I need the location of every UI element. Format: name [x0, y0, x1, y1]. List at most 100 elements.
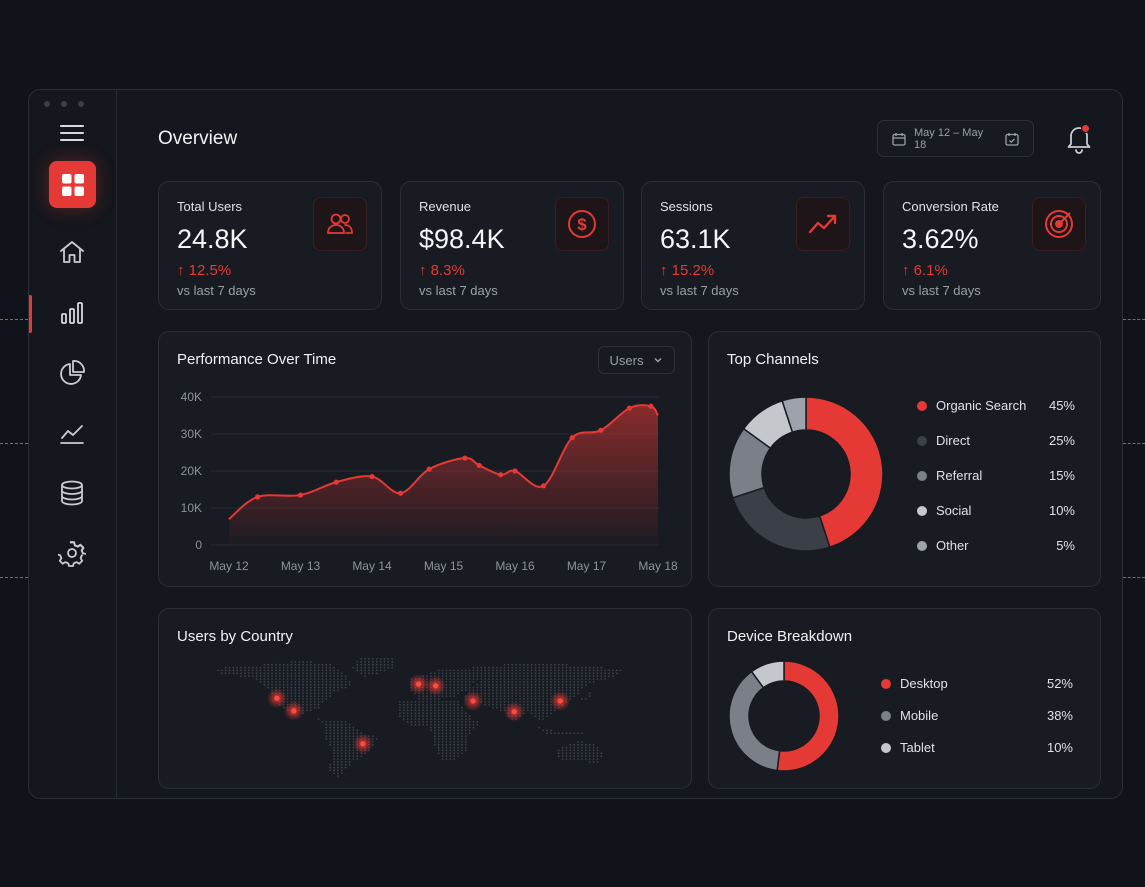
data-point[interactable] [648, 403, 654, 409]
map-dot [430, 718, 432, 720]
data-point[interactable] [569, 435, 575, 441]
data-point[interactable] [541, 483, 547, 489]
donut-slice[interactable] [776, 660, 840, 772]
window-dot[interactable] [61, 101, 67, 107]
menu-icon[interactable] [55, 116, 89, 150]
map-dot [333, 683, 335, 686]
home-icon[interactable] [55, 235, 89, 269]
map-dot [445, 701, 448, 703]
legend-item[interactable]: Social [917, 503, 971, 518]
hotspot-middle-east[interactable] [470, 698, 476, 704]
donut-slice[interactable] [781, 396, 807, 434]
map-dot [445, 735, 448, 737]
data-point[interactable] [498, 472, 504, 478]
map-dot [565, 678, 568, 680]
map-dot [391, 666, 394, 669]
map-dot [573, 749, 576, 752]
data-point[interactable] [255, 494, 261, 500]
map-dot [383, 669, 386, 672]
hotspot-brazil[interactable] [360, 741, 366, 747]
guide-dash-right-1 [1123, 319, 1145, 320]
hotspot-china[interactable] [557, 698, 563, 704]
map-dot [337, 672, 339, 675]
date-range-picker[interactable]: May 12 – May 18 [877, 120, 1034, 157]
dashboard-button[interactable] [49, 161, 96, 208]
map-dot [352, 738, 355, 740]
data-point[interactable] [626, 405, 632, 411]
map-dot [445, 706, 448, 709]
bar-chart-icon[interactable] [55, 296, 89, 330]
map-dot [592, 675, 595, 677]
map-dot [379, 661, 382, 663]
hotspot-uk[interactable] [415, 681, 422, 687]
stat-card-sessions[interactable]: Sessions 63.1K ↑ 15.2% vs last 7 days [641, 181, 865, 310]
map-dot [449, 741, 452, 743]
map-dot [484, 669, 486, 672]
map-dot [306, 695, 308, 697]
data-point[interactable] [426, 466, 432, 472]
window-dot[interactable] [44, 101, 50, 107]
stat-card-conversion-rate[interactable]: Conversion Rate 3.62% ↑ 6.1% vs last 7 d… [883, 181, 1101, 310]
map-dot [329, 741, 332, 743]
data-point[interactable] [333, 479, 339, 485]
map-dot [402, 712, 405, 715]
legend-item[interactable]: Organic Search [917, 398, 1026, 413]
legend-item[interactable]: Referral [917, 468, 982, 483]
map-dot [321, 666, 324, 669]
map-dot [534, 703, 537, 706]
donut-slice[interactable] [750, 660, 785, 689]
map-dot [546, 706, 548, 709]
map-dot [592, 758, 595, 760]
legend-item[interactable]: Other [917, 538, 969, 553]
map-dot [313, 672, 316, 675]
map-dot [588, 672, 591, 675]
data-point[interactable] [462, 455, 468, 461]
data-point[interactable] [512, 468, 518, 474]
hotspot-mexico[interactable] [291, 708, 297, 714]
map-dot [542, 678, 545, 680]
pie-chart-icon[interactable] [55, 356, 89, 390]
stat-card-revenue[interactable]: Revenue $98.4K ↑ 8.3% vs last 7 days $ [400, 181, 624, 310]
map-dot [422, 701, 425, 703]
legend-item[interactable]: Mobile [881, 708, 938, 723]
hotspot-north-america-west[interactable] [274, 695, 280, 701]
donut-slice[interactable] [728, 670, 781, 772]
map-dot [565, 758, 568, 760]
map-dot [298, 669, 301, 672]
data-point[interactable] [369, 473, 375, 480]
map-dot [441, 715, 444, 717]
legend-item[interactable]: Tablet [881, 740, 935, 755]
map-dot [530, 706, 533, 709]
map-dot [449, 672, 452, 675]
map-dot [534, 698, 537, 700]
settings-gear-icon[interactable] [55, 536, 89, 570]
legend-item[interactable]: Direct [917, 433, 970, 448]
map-dot [565, 669, 568, 672]
stat-card-total-users[interactable]: Total Users 24.8K ↑ 12.5% vs last 7 days [158, 181, 382, 310]
map-dot [457, 738, 459, 740]
hotspot-india[interactable] [511, 709, 517, 715]
legend-item[interactable]: Desktop [881, 676, 948, 691]
map-dot [449, 706, 452, 709]
data-point[interactable] [297, 492, 304, 498]
data-point[interactable] [398, 490, 404, 496]
hotspot-central-europe[interactable] [432, 683, 439, 689]
map-dot [437, 749, 440, 752]
window-dot[interactable] [78, 101, 84, 107]
map-dot [352, 755, 355, 757]
data-point[interactable] [598, 427, 604, 433]
map-dot [275, 678, 277, 680]
map-dot [526, 703, 529, 706]
database-icon[interactable] [55, 476, 89, 510]
metric-dropdown[interactable]: Users [598, 346, 675, 374]
data-point[interactable] [476, 462, 482, 469]
map-dot [306, 669, 308, 672]
map-dot [410, 723, 413, 726]
map-dot [302, 683, 304, 686]
trend-line-icon[interactable] [55, 416, 89, 450]
donut-slice[interactable] [731, 486, 831, 552]
map-dot [573, 678, 576, 680]
donut-slice[interactable] [805, 396, 884, 549]
map-dot [309, 706, 312, 709]
map-dot [526, 701, 529, 703]
